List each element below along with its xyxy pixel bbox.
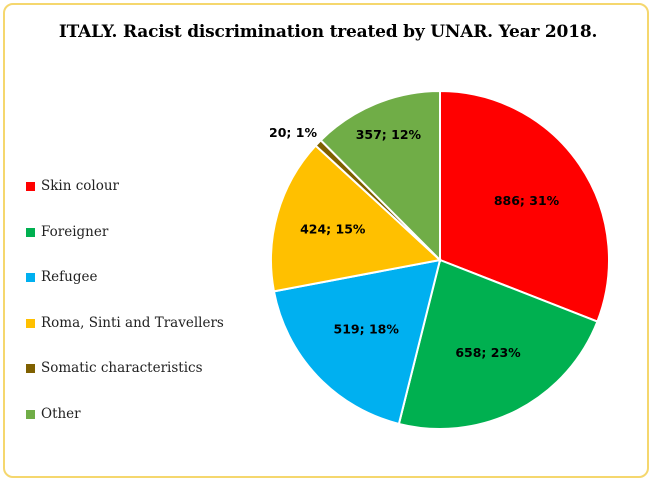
legend-swatch — [26, 227, 35, 237]
legend-swatch — [26, 363, 35, 373]
legend-label: Refugee — [41, 269, 98, 285]
pie-slice-0 — [439, 89, 610, 323]
legend-label: Somatic characteristics — [41, 360, 203, 376]
legend-item-foreigner: Foreigner — [26, 222, 108, 242]
data-label-0: 886; 31% — [494, 193, 560, 208]
legend-item-refugee: Refugee — [26, 267, 97, 287]
legend-swatch — [26, 272, 35, 282]
pie-slice-1 — [397, 258, 599, 430]
legend-label: Other — [41, 406, 81, 422]
legend-swatch — [26, 181, 35, 191]
legend-label: Skin colour — [41, 178, 120, 194]
data-label-2: 519; 18% — [334, 322, 400, 337]
legend-label: Foreigner — [41, 224, 109, 240]
legend-item-other: Other — [26, 404, 81, 424]
data-label-3: 424; 15% — [300, 221, 366, 236]
pie-slice-5 — [319, 89, 441, 263]
chart-title: ITALY. Racist discrimination treated by … — [58, 22, 598, 42]
data-label-4: 20; 1% — [269, 125, 317, 140]
legend-item-somatic-characteristics: Somatic characteristics — [26, 358, 203, 378]
legend-item-skin-colour: Skin colour — [26, 176, 119, 196]
pie-slice-3 — [270, 144, 443, 293]
legend-swatch — [26, 318, 35, 328]
legend-swatch — [26, 409, 35, 419]
legend-label: Roma, Sinti and Travellers — [41, 315, 224, 331]
data-label-1: 658; 23% — [455, 345, 521, 360]
pie-slice-2 — [272, 258, 442, 426]
legend-item-roma-sinti-travellers: Roma, Sinti and Travellers — [26, 313, 224, 333]
data-label-5: 357; 12% — [356, 127, 422, 142]
